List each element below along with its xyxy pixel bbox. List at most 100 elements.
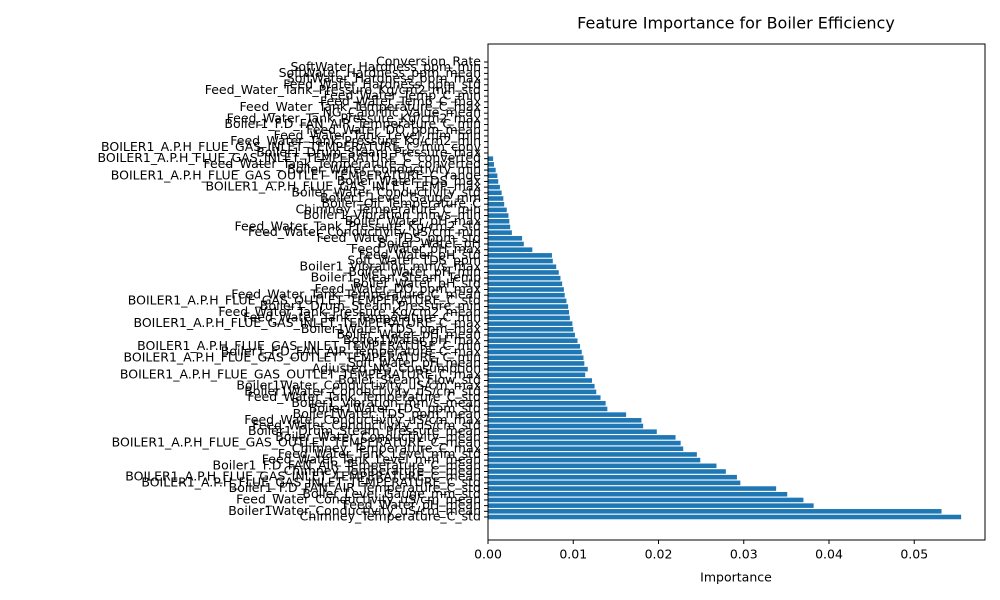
y-tick-label: BOILER1_A.P.H_FLUE_GAS_INLET_TEMPERATURE… — [101, 139, 482, 154]
bar — [488, 503, 814, 508]
y-tick-label: Boiler1Water_Conductivity_uS/cm_max — [236, 378, 481, 393]
y-tick-label: Boiler_Water_Conductivity_mean — [275, 429, 481, 444]
y-tick-label: Boiler1_Vibration_mm/s_mean — [291, 395, 481, 410]
y-tick-label: Boiler_Water_Conductivity_min — [287, 162, 481, 177]
bar — [488, 327, 574, 332]
bar — [488, 514, 962, 520]
bar — [488, 389, 597, 395]
y-tick-label: BOILER1_A.P.H_FLUE_GAS_INLET_TEMPERATURE… — [125, 469, 481, 484]
y-tick-label: Boiler1Water_TDS_ppm_max — [301, 321, 481, 336]
y-tick-label: Adjusted_NG_Consumption — [312, 361, 481, 376]
bar — [488, 491, 788, 497]
y-tick-label: Boiler_Water_pH_mean — [337, 327, 481, 342]
bar — [488, 315, 570, 321]
y-tick-label: Boiler1_Drum_Steam_Pressure_mean — [248, 423, 481, 438]
bar — [488, 423, 644, 429]
bar — [488, 400, 606, 406]
bar — [488, 173, 498, 179]
x-tick-label: 0.03 — [730, 547, 758, 562]
y-tick-label: Feed_Water_Conductivity_uS/cm_std — [252, 418, 481, 433]
y-tick-label: Feed_Water_Hardness_ppm_std — [283, 76, 481, 91]
bar — [488, 463, 717, 469]
y-tick-label: Chimney_Temperature_C_max — [292, 440, 481, 455]
y-tick-label: Boiler1_Level_Gauge_mm — [320, 190, 481, 205]
y-tick-label: Feed_Water_Tank_Level_mm_std — [278, 446, 481, 461]
y-tick-label: Feed_Water_Tank_Temperature_C_min — [243, 309, 481, 324]
bar — [488, 435, 676, 440]
y-tick-label: Feed_Water_Tank_Pressure_Kg/cm2_mean — [218, 304, 481, 319]
bar — [488, 162, 494, 167]
y-tick-label: Boiler_Oil_Temperature_C — [322, 196, 482, 211]
y-tick-label: Boiler1_F.D_FAN_AIR_Temperature_C_std — [229, 480, 481, 495]
y-tick-label: Feed_Water_DO_ppm_max — [314, 281, 481, 296]
bar — [488, 247, 533, 252]
bar — [488, 230, 512, 235]
y-tick-label: Boiler_Water_TDS_max — [337, 173, 481, 188]
y-tick-label: Boiler1_F.D_FAN_AIR_Temperature_C_min — [224, 116, 481, 131]
bar — [488, 275, 561, 281]
y-tick-label: Feed_Water_Temp_C_min — [324, 88, 481, 103]
y-tick-label: Boiler_Level_Gauge_mm_std — [302, 486, 481, 501]
bar — [488, 236, 523, 241]
bar — [488, 241, 524, 247]
y-tick-label: Conversion_Rate — [376, 54, 481, 69]
y-tick-label: Boiler_Water_pH — [378, 236, 481, 251]
bar — [488, 270, 559, 275]
y-tick-label: Feed_Water_pH_mean — [343, 497, 481, 512]
bar — [488, 309, 569, 315]
x-axis-label: Importance — [700, 570, 772, 585]
y-tick-label: BOILER1_A.P.H_FLUE_GAS_INLET_TEMPERATURE… — [137, 338, 481, 353]
bar — [488, 253, 552, 258]
y-tick-label: Feed_Water_Tank_Pressure_Kg/cm2_min — [230, 133, 481, 148]
bar — [488, 332, 575, 338]
y-tick-label: BOILER1_A.P.H_FLUE_GAS_INLET_TEMPERATURE… — [141, 474, 481, 489]
y-tick-label: Boiler_Water_Conductivity_std — [291, 184, 481, 199]
y-tick-label: BOILER1_A.P.H_FLUE_GAS_INLET_TEMPERATURE… — [98, 150, 482, 165]
y-tick-label: Boiler_Water_pH_std — [353, 275, 481, 290]
y-tick-label: Feed_Water_TDS_ppm_std — [317, 230, 481, 245]
y-tick-label: Feed_Water_Tank_Level_mm_mean — [262, 452, 481, 467]
y-tick-label: Boiler1_Vibration_mm/s_min — [303, 207, 481, 222]
x-tick-label: 0.00 — [474, 547, 502, 562]
y-tick-label: SoftWater_Hardness_ppm_min — [290, 59, 481, 74]
bar — [488, 196, 504, 201]
y-tick-label: Feed_Water_Tank_Temperature_C_std — [247, 389, 481, 404]
bar — [488, 213, 509, 218]
bar — [488, 366, 588, 372]
y-tick-label: Boiler_Steam_Flow_std — [338, 372, 481, 387]
y-tick-label: BOILER1_A.P.H_FLUE_GAS_INLET_TEMPERATURE… — [133, 315, 481, 330]
y-tick-label: Soft_Water_TDS_ppm — [347, 253, 481, 268]
bar — [488, 383, 595, 389]
bar — [488, 292, 565, 298]
bar — [488, 361, 585, 366]
y-tick-label: Feed_Water_Tank_Temperature_C_converted — [203, 156, 481, 171]
y-tick-label: Boiler_Water_pH_min — [348, 264, 481, 279]
x-tick-label: 0.04 — [815, 547, 843, 562]
y-tick-label: Boiler1_Mean_Steam_Temp — [311, 270, 482, 285]
bar — [488, 258, 553, 264]
bar — [488, 287, 564, 292]
x-tick-label: 0.05 — [900, 547, 928, 562]
y-tick-label: Feed_Water_Tank_Pressure_Kg/cm2_min_std — [205, 82, 481, 97]
y-tick-label: Chimney_Temperature_C_mean — [284, 463, 481, 478]
bar — [488, 474, 737, 480]
y-tick-label: Feed_Water_pH_max — [351, 241, 481, 256]
bar — [488, 281, 563, 287]
bar — [488, 190, 502, 196]
y-tick-label: Boiler1Water_pH_max — [343, 332, 481, 347]
bar — [488, 509, 942, 514]
y-tick-label: Feed_Water_pH_std — [359, 247, 481, 262]
y-tick-label: Feed_Water_Tank_Temperature_C_max — [239, 99, 481, 114]
y-tick-label: BOILER1_A.P.H_FLUE_GAS_OUTLET_TEMPERATUR… — [128, 292, 481, 307]
y-tick-label: Chimney_Temperature_C_min — [295, 201, 481, 216]
bar — [488, 224, 511, 230]
y-tick-label: BOILER1_A.P.H_FLUE_GAS_OUTLET_TEMPERATUR… — [124, 349, 481, 364]
y-tick-label: BOILER1_A.P.H_FLUE_GAS_INLET_TEMP_max — [205, 179, 481, 194]
bar — [488, 446, 684, 452]
bar — [488, 179, 499, 184]
y-tick-label: BOILER1_A.P.H_FLUE_GAS_OUTLET_TEMPERATUR… — [111, 167, 482, 182]
bar — [488, 338, 578, 343]
bar — [488, 156, 494, 161]
bar — [488, 497, 804, 503]
bar — [488, 321, 573, 326]
